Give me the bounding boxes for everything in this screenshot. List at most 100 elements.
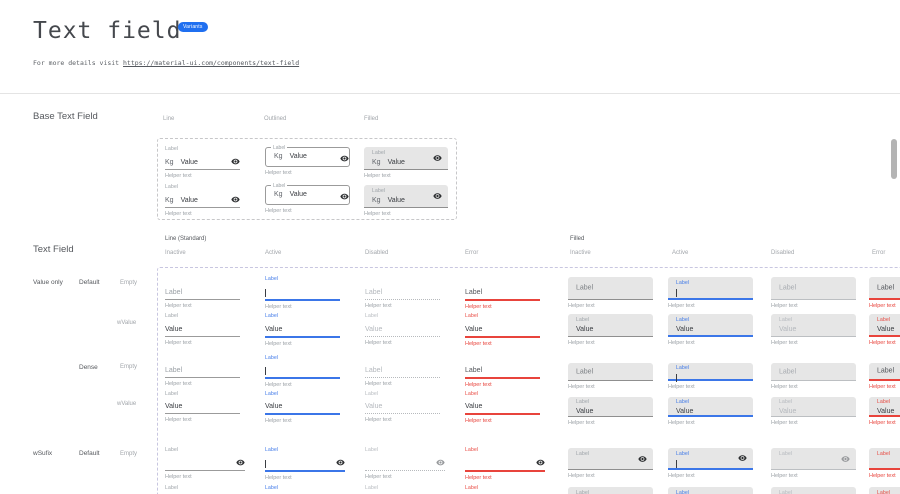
visibility-icon[interactable] (231, 157, 240, 166)
base-text-field-outlined[interactable]: Label Kg Value Helper text (265, 145, 350, 176)
text-field-filled-error-empty[interactable]: Label Helper text (869, 277, 900, 309)
field-label (165, 355, 240, 363)
text-field-line-inactive-empty[interactable]: Label Helper text (165, 355, 240, 387)
field-placeholder: Label (165, 289, 183, 296)
text-field-line-disabled-empty[interactable]: Label Helper text (365, 446, 445, 480)
scrollbar-thumb[interactable] (891, 139, 897, 179)
column-header-filled: Filled (364, 116, 379, 122)
field-value: Value (676, 408, 694, 415)
text-field-filled-disabled-empty[interactable]: Label Helper text (771, 363, 856, 390)
base-text-field-outlined[interactable]: Label Kg Value Helper text (265, 183, 350, 214)
field-label: Label (576, 490, 590, 494)
helper-text: Helper text (265, 418, 292, 424)
row-label-wvalue: wValue (117, 401, 137, 407)
helper-text: Helper text (668, 303, 695, 309)
visibility-icon[interactable] (433, 192, 442, 201)
text-field-line-inactive-empty[interactable]: Label Helper text (165, 446, 245, 480)
visibility-icon[interactable] (336, 458, 345, 467)
visibility-icon[interactable] (231, 195, 240, 204)
visibility-icon[interactable] (340, 154, 349, 163)
text-field-line-error-empty[interactable]: Label Helper text (465, 355, 540, 388)
text-field-line-disabled-empty[interactable]: Label Helper text (365, 355, 440, 387)
row-label-value-only: Value only (33, 279, 63, 286)
filled-box: Label Value (568, 397, 653, 417)
text-field-line-active-empty[interactable]: Label Helper text (265, 355, 340, 388)
state-header-disabled: Disabled (365, 250, 389, 256)
visibility-icon[interactable] (436, 458, 445, 467)
text-field-line-active-empty[interactable]: Label Helper text (265, 446, 345, 481)
text-field-line-error-empty[interactable]: Label Helper text (465, 275, 540, 310)
helper-text: Helper text (365, 417, 392, 423)
input-line (465, 456, 545, 472)
base-text-field-line[interactable]: Label Kg Value Helper text (165, 183, 240, 217)
helper-text: Helper text (668, 384, 695, 390)
text-field-filled-active-empty[interactable]: Label Helper text (668, 448, 753, 479)
field-value: Value (387, 159, 405, 166)
text-field-line-inactive-empty[interactable]: Label Helper text (165, 275, 240, 309)
text-field-line-disabled-empty[interactable]: Label Helper text (365, 275, 440, 309)
filled-box: Label Value (771, 314, 856, 337)
field-label: Label (265, 391, 279, 397)
text-field-filled-disabled-empty[interactable]: Label Helper text (771, 448, 856, 479)
visibility-icon[interactable] (340, 192, 349, 201)
field-value: Value (165, 326, 183, 333)
base-text-field-filled[interactable]: Label Kg Value Helper text (364, 147, 448, 179)
visibility-icon[interactable] (433, 154, 442, 163)
field-label: Label (165, 485, 179, 491)
field-placeholder: Label (365, 289, 383, 296)
visibility-icon[interactable] (236, 458, 245, 467)
base-text-field-filled[interactable]: Label Kg Value Helper text (364, 185, 448, 217)
base-fields-frame (157, 138, 457, 220)
text-field-filled-inactive-empty[interactable]: Label Helper text (568, 448, 653, 479)
text-field-filled-error-empty[interactable]: Label Helper text (869, 448, 900, 479)
visibility-icon[interactable] (738, 454, 747, 463)
text-field-filled-disabled-empty[interactable]: Label Helper text (771, 277, 856, 309)
helper-text: Helper text (771, 384, 798, 390)
input-line: Value (465, 322, 540, 338)
text-field-filled-inactive-empty[interactable]: Label Helper text (568, 277, 653, 309)
visibility-icon[interactable] (841, 454, 850, 463)
variants-badge: Variants (178, 22, 208, 32)
text-field-filled-inactive-empty[interactable]: Label Helper text (568, 363, 653, 390)
text-field-filled-active-empty[interactable]: Label Helper text (668, 277, 753, 309)
input-line (877, 459, 900, 468)
text-field-line-active-empty[interactable]: Label Helper text (265, 275, 340, 310)
text-field-filled-active-empty[interactable]: Label Helper text (668, 363, 753, 390)
visibility-icon[interactable] (638, 454, 647, 463)
text-field-line-error-empty[interactable]: Label Helper text (465, 446, 545, 481)
field-value: Value (387, 197, 405, 204)
material-ui-link[interactable]: https://material-ui.com/components/text-… (123, 59, 300, 67)
text-field-filled-error-empty[interactable]: Label Helper text (869, 363, 900, 390)
helper-text: Helper text (568, 303, 595, 309)
base-text-field-line[interactable]: Label Kg Value Helper text (165, 145, 240, 179)
visibility-icon[interactable] (536, 458, 545, 467)
input-line (165, 456, 245, 471)
base-section-title: Base Text Field (33, 111, 98, 122)
helper-text: Helper text (165, 173, 192, 179)
